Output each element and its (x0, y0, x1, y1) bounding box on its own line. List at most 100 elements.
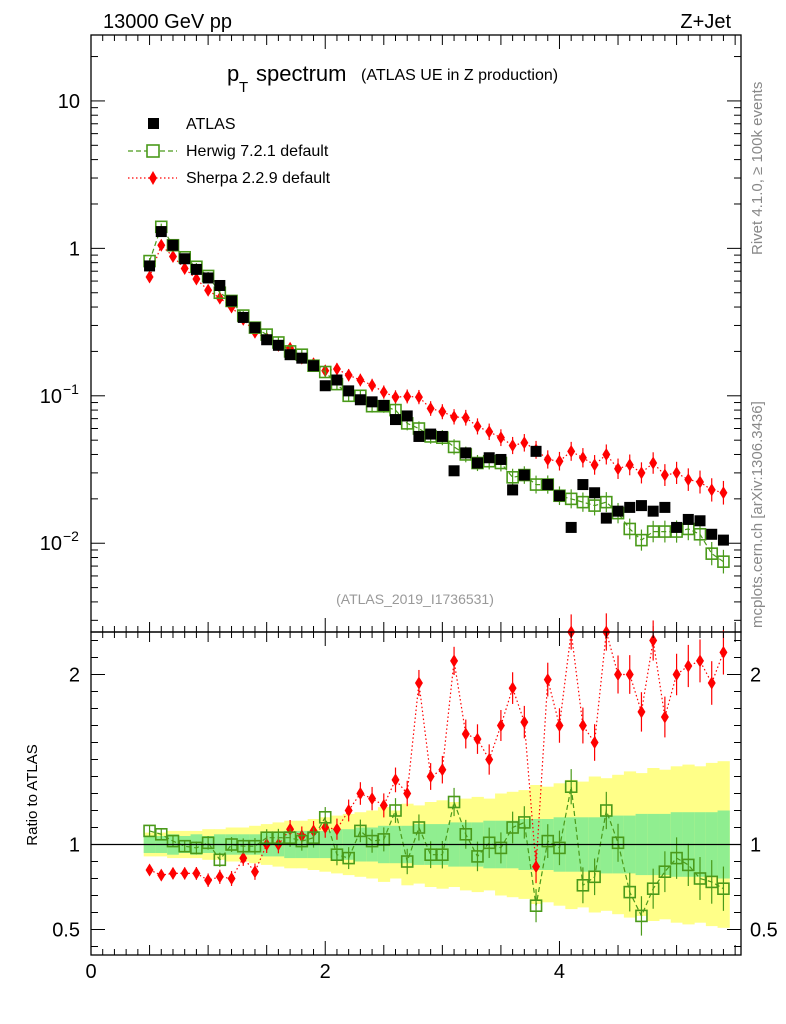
sherpa-main-point (145, 270, 154, 284)
main-ytick-label: 1 (69, 238, 80, 260)
atlas-main-point (565, 521, 577, 533)
sherpa-main-point (438, 405, 447, 419)
energy-label: 13000 GeV pp (103, 11, 232, 33)
legend-herwig-marker (146, 144, 160, 158)
sherpa-main-point (719, 486, 728, 500)
ratio-ytick-label-right: 1 (750, 835, 761, 857)
sherpa-ratio-point (660, 710, 669, 724)
ratio-ylabel: Ratio to ATLAS (24, 744, 41, 845)
atlas-main-point (553, 490, 565, 502)
sherpa-ratio-point (578, 719, 587, 732)
atlas-main-point (600, 512, 612, 524)
herwig-main-line (148, 225, 724, 563)
process-label: Z+Jet (680, 11, 731, 33)
title-sub: T (239, 79, 248, 96)
atlas-main-point (214, 279, 226, 291)
sherpa-main-point (707, 483, 716, 497)
atlas-main-point (436, 430, 448, 442)
atlas-main-point (378, 399, 390, 411)
sherpa-main-point (614, 462, 623, 476)
herwig-ratio-point (307, 831, 320, 845)
legend-atlas-marker (148, 118, 159, 129)
sherpa-main-line (148, 244, 724, 494)
sherpa-ratio-point (555, 719, 564, 732)
sherpa-ratio-point (157, 868, 166, 882)
herwig-ratio-point (529, 899, 543, 913)
herwig-ratio-point (436, 848, 449, 862)
sherpa-ratio-point (696, 654, 705, 668)
sherpa-main-point (180, 262, 189, 276)
herwig-ratio-point (635, 909, 648, 923)
mcplots-label: mcplots.cern.ch [arXiv:1306.3436] (749, 401, 766, 628)
herwig-ratio-point (354, 824, 367, 838)
sherpa-ratio-point (543, 673, 552, 687)
sherpa-ratio-point (250, 865, 259, 879)
ratio-ytick-label-left: 2 (69, 665, 80, 687)
sherpa-ratio-point (204, 873, 213, 887)
sherpa-main-point (567, 444, 576, 458)
sherpa-main-point (602, 447, 611, 461)
sherpa-ratio-point (461, 727, 470, 741)
atlas-main-point (261, 334, 273, 346)
herwig-main-point (447, 440, 461, 454)
sherpa-main-point (520, 436, 529, 450)
sherpa-main-point (332, 362, 341, 376)
rivet-label: Rivet 4.1.0, ≥ 100k events (749, 82, 766, 255)
atlas-main-point (190, 263, 202, 275)
sherpa-ratio-point (391, 773, 400, 787)
main-ytick-label: 10 (58, 91, 80, 113)
sherpa-main-point (168, 250, 177, 264)
atlas-main-point (448, 465, 460, 477)
analysis-id: (ATLAS_2019_I1736531) (336, 591, 494, 607)
sherpa-main-point (356, 373, 365, 387)
sherpa-ratio-point (332, 822, 341, 836)
legend-atlas-label: ATLAS (186, 116, 236, 133)
atlas-main-point (612, 505, 624, 517)
sherpa-main-point (204, 283, 213, 297)
legend: ATLAS Herwig 7.2.1 default Sherpa 2.2.9 … (128, 116, 331, 187)
ratio-xtick-label: 0 (85, 961, 96, 983)
atlas-main-point (624, 501, 636, 513)
sherpa-ratio-point (707, 676, 716, 690)
herwig-ratio-point (318, 810, 332, 824)
atlas-main-point (343, 385, 355, 397)
atlas-main-point (589, 487, 601, 499)
main-ytick-exponent: −2 (63, 528, 79, 544)
main-panel-series (143, 220, 730, 574)
atlas-main-point (577, 479, 589, 491)
sherpa-ratio-point (145, 863, 154, 877)
sherpa-ratio-point (719, 645, 728, 659)
herwig-ratio-point (681, 858, 695, 872)
atlas-main-point (483, 452, 495, 464)
herwig-ratio-point (400, 855, 414, 868)
legend-herwig-label: Herwig 7.2.1 default (186, 143, 329, 160)
herwig-ratio-point (541, 834, 555, 848)
sherpa-ratio-point (590, 736, 599, 749)
atlas-main-point (237, 311, 249, 323)
atlas-main-point (413, 430, 425, 442)
atlas-main-point (717, 534, 729, 546)
atlas-main-point (155, 226, 167, 238)
sherpa-ratio-point (215, 870, 224, 884)
ratio-ytick-label-left: 0.5 (52, 920, 80, 942)
atlas-main-point (401, 410, 413, 422)
main-ytick-label: 10 (40, 533, 62, 555)
ratio-ytick-label-left: 1 (69, 835, 80, 857)
herwig-ratio-point (623, 885, 637, 899)
herwig-main-point (623, 522, 637, 536)
herwig-ratio-point (494, 841, 508, 855)
sherpa-ratio-point (356, 787, 365, 800)
atlas-main-point (179, 253, 191, 265)
atlas-main-point (331, 374, 343, 386)
sherpa-main-point (391, 390, 400, 404)
atlas-main-point (272, 339, 284, 351)
herwig-ratio-point (600, 804, 613, 817)
sherpa-ratio-point (168, 866, 177, 880)
title-p: p (227, 61, 239, 86)
sherpa-main-point (625, 458, 634, 472)
sherpa-ratio-point (532, 860, 541, 874)
atlas-main-point (202, 272, 214, 284)
sherpa-ratio-point (473, 732, 482, 746)
atlas-main-point (507, 484, 519, 496)
